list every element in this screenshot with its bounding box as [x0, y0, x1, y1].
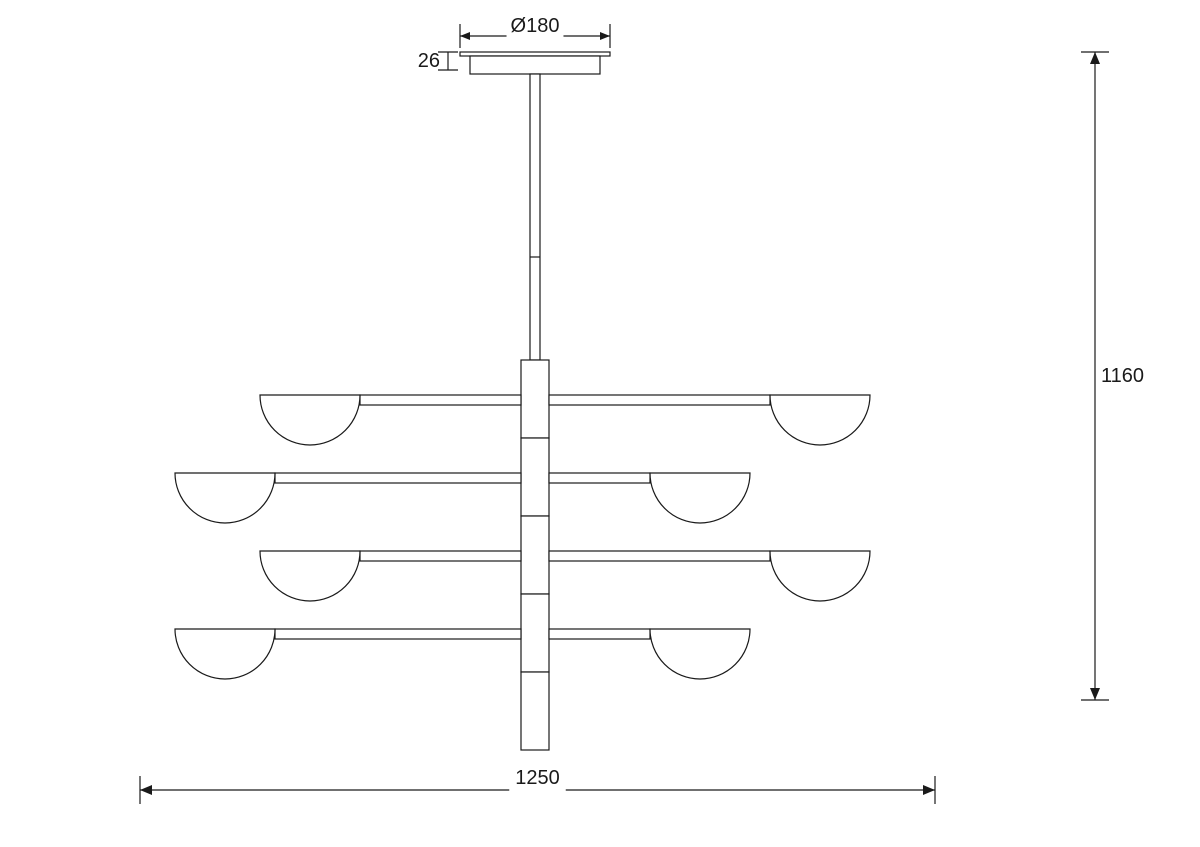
- dim-canopy-height: 26: [418, 50, 440, 72]
- dim-total-width: 1250: [515, 767, 560, 789]
- dim-canopy-diameter: Ø180: [511, 15, 560, 37]
- dim-total-height: 1160: [1101, 365, 1144, 387]
- chandelier-technical-drawing: 1250 1160 Ø180 26: [0, 0, 1200, 847]
